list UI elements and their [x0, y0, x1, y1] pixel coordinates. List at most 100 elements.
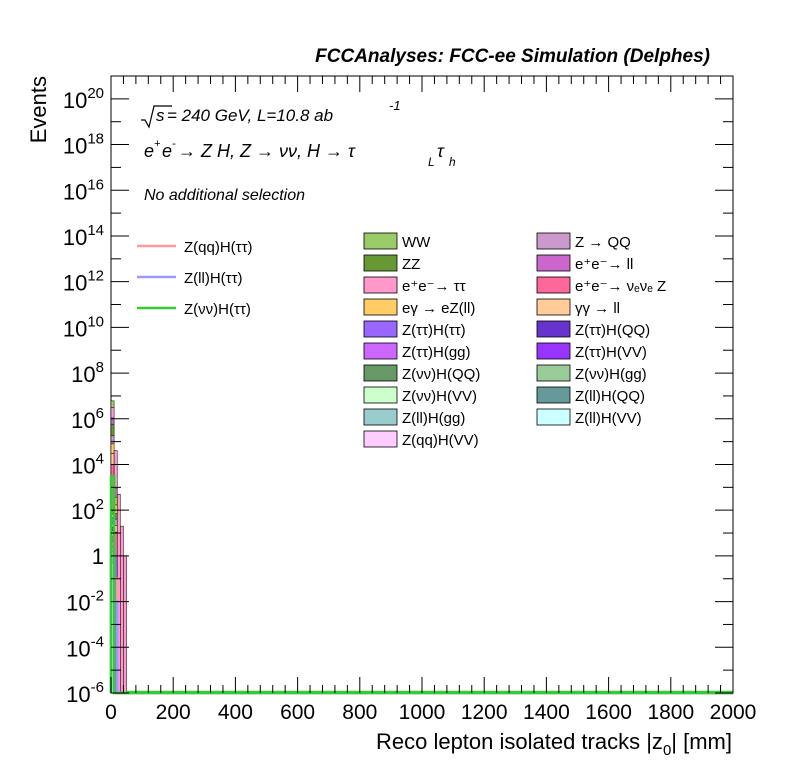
process-tau2: τ — [437, 141, 445, 161]
y-tick-label: 104 — [71, 450, 104, 478]
process-annotation: e + e - → Z H, Z → νν, H → τ L τ h — [144, 138, 456, 169]
legend-label: e⁺e⁻→ ll — [575, 256, 633, 273]
legend-swatch — [536, 342, 571, 360]
legend-swatch — [536, 386, 571, 404]
legend-label: Z(ll)H(QQ) — [575, 388, 645, 405]
chart-title: FCCAnalyses: FCC-ee Simulation (Delphes) — [315, 46, 710, 67]
y-tick-label: 1020 — [63, 85, 104, 113]
energy-text: = 240 GeV, L=10.8 ab — [167, 106, 333, 125]
legend-label: e⁺e⁻→ νₑνₑ Z — [575, 278, 666, 295]
legend-swatch — [363, 364, 398, 382]
legend-label: γγ → ll — [575, 300, 620, 317]
legend-swatch — [363, 430, 398, 448]
sqrt-icon — [141, 105, 172, 129]
legend-label: Z(νν)H(QQ) — [402, 366, 480, 383]
legend-label: WW — [402, 234, 431, 251]
legend-swatch — [363, 232, 398, 250]
legend-label: e⁺e⁻→ ττ — [402, 278, 466, 295]
y-tick-exponent: -4 — [91, 633, 104, 650]
signal-line — [109, 547, 733, 695]
y-tick-label: 108 — [71, 359, 104, 387]
y-tick-base: 10 — [63, 271, 87, 296]
y-axis-label: Events — [26, 76, 51, 143]
legend-label: Z(ll)H(gg) — [402, 410, 465, 427]
x-axis-label: Reco lepton isolated tracks |z0| [mm] — [376, 729, 732, 759]
x-tick-label: 1600 — [585, 701, 632, 724]
x-tick-label: 400 — [218, 701, 253, 724]
legend-swatch — [363, 276, 398, 294]
x-tick-label: 1000 — [399, 701, 446, 724]
histogram-bar — [110, 400, 115, 408]
histogram-bar — [110, 453, 115, 465]
legend-signal-label: Z(νν)H(ττ) — [184, 301, 251, 318]
y-tick-exponent: -2 — [91, 588, 104, 605]
y-tick-exponent: 18 — [87, 131, 104, 148]
histogram-bar — [110, 423, 115, 437]
legend-swatch — [363, 298, 398, 316]
y-tick-base: 10 — [71, 499, 95, 524]
process-e1: e — [144, 141, 154, 161]
y-tick-base: 10 — [66, 591, 90, 616]
signal-lines — [109, 475, 733, 695]
y-tick-label: 1016 — [63, 176, 104, 204]
legend-swatch — [536, 364, 571, 382]
legend-signal-label: Z(ll)H(ττ) — [184, 270, 243, 287]
legend-label: Z(ττ)H(QQ) — [575, 322, 650, 339]
legend-swatch — [536, 254, 571, 272]
y-tick-label: 10-2 — [66, 588, 104, 616]
y-tick-exponent: 14 — [87, 222, 104, 239]
legend-swatch — [536, 232, 571, 250]
histogram-bar — [113, 450, 118, 489]
legend: Z(qq)H(ττ) Z(ll)H(ττ) Z(νν)H(ττ) WW ZZ e⁺e⁻→ … — [137, 232, 666, 449]
x-tick-label: 200 — [156, 701, 191, 724]
y-tick-exponent: 10 — [87, 313, 104, 330]
legend-label: Z(ττ)H(VV) — [575, 344, 647, 361]
axes: 0 200 400 600 800 1000 1200 1400 1600 1800 2000102… — [63, 75, 757, 724]
plot-frame — [110, 75, 734, 694]
x-axis-label-sub: 0 — [663, 742, 671, 759]
y-tick-base: 10 — [71, 408, 95, 433]
legend-label: ZZ — [402, 256, 420, 273]
y-tick-exponent: 2 — [96, 496, 104, 513]
legend-label: Z(ττ)H(gg) — [402, 344, 471, 361]
y-tick-exponent: 8 — [96, 359, 104, 376]
legend-swatch — [536, 320, 571, 338]
legend-swatch — [363, 386, 398, 404]
y-tick-label: 1 — [92, 544, 104, 569]
y-tick-exponent: 12 — [87, 268, 104, 285]
legend-swatch — [363, 254, 398, 272]
y-tick-exponent: 16 — [87, 176, 104, 193]
legend-swatch — [536, 408, 571, 426]
process-main: → Z H, Z → νν, H → τ — [178, 141, 356, 161]
legend-label: eγ → eZ(ll) — [402, 300, 475, 317]
selection-text: No additional selection — [144, 187, 305, 204]
process-plus: + — [154, 138, 161, 150]
x-tick-label: 0 — [105, 701, 117, 724]
process-sub-L: L — [428, 155, 435, 169]
x-tick-label: 800 — [342, 701, 377, 724]
y-tick-exponent: -6 — [91, 679, 104, 696]
y-tick-base: 10 — [63, 316, 87, 341]
legend-label: Z(νν)H(VV) — [402, 388, 477, 405]
y-tick-base: 10 — [71, 362, 95, 387]
legend-swatch — [363, 408, 398, 426]
x-tick-label: 1400 — [523, 701, 570, 724]
legend-signal-label: Z(qq)H(ττ) — [184, 239, 253, 256]
y-tick-label: 106 — [71, 405, 104, 433]
y-tick-exponent: 4 — [96, 450, 104, 467]
process-sub-h: h — [449, 155, 456, 169]
x-axis-label-main: Reco lepton isolated tracks |z — [376, 729, 663, 754]
legend-swatch — [536, 276, 571, 294]
x-tick-label: 2000 — [710, 701, 757, 724]
legend-label: Z(ll)H(VV) — [575, 410, 642, 427]
histogram-bar — [110, 407, 115, 419]
histogram-bar — [120, 525, 124, 694]
y-tick-label: 102 — [71, 496, 104, 524]
x-tick-label: 1800 — [647, 701, 694, 724]
y-tick-label: 1012 — [63, 268, 104, 296]
legend-label: Z(ττ)H(ττ) — [402, 322, 466, 339]
legend-swatch — [363, 320, 398, 338]
y-tick-base: 10 — [71, 453, 95, 478]
y-tick-label: 1010 — [63, 313, 104, 341]
